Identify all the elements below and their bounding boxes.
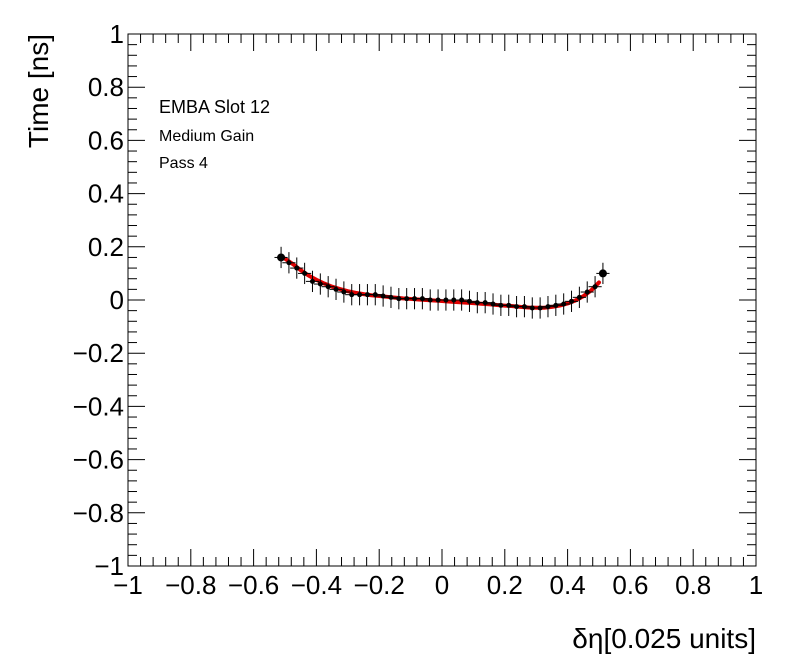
- data-point: [482, 300, 488, 306]
- data-point: [490, 301, 496, 307]
- x-tick-label: −0.4: [291, 570, 342, 600]
- annotation-pass: Pass 4: [159, 155, 208, 172]
- data-point: [466, 298, 472, 304]
- data-point: [576, 294, 582, 300]
- data-point: [286, 260, 292, 266]
- x-tick-label: 0.8: [675, 570, 711, 600]
- x-tick-label: 1: [749, 570, 763, 600]
- data-point: [302, 270, 308, 276]
- data-point: [569, 298, 575, 304]
- x-tick-label: −1: [113, 570, 143, 600]
- x-tick-label: −0.8: [165, 570, 216, 600]
- x-tick-label: −0.2: [354, 570, 405, 600]
- data-point: [364, 292, 370, 298]
- data-point: [598, 269, 607, 278]
- data-point: [419, 296, 425, 302]
- data-point: [427, 297, 433, 303]
- data-point: [404, 296, 410, 302]
- data-point: [333, 286, 339, 292]
- data-point: [553, 302, 559, 308]
- data-point: [325, 284, 331, 290]
- data-point: [561, 301, 567, 307]
- y-tick-label: 0.4: [88, 179, 124, 209]
- x-tick-label: 0.4: [550, 570, 586, 600]
- y-tick-label: 1: [110, 19, 124, 49]
- x-tick-labels: −1 −0.8 −0.6 −0.4 −0.2 0 0.2 0.4 0.6 0.8 1: [113, 570, 763, 600]
- data-point: [372, 292, 378, 298]
- data-point: [521, 304, 527, 310]
- y-tick-label: −0.2: [73, 338, 124, 368]
- data-point: [474, 300, 480, 306]
- data-point: [592, 284, 598, 290]
- data-point: [341, 289, 347, 295]
- data-point: [396, 296, 402, 302]
- y-tick-label: 0: [110, 285, 124, 315]
- x-axis-title: δη[0.025 units]: [572, 623, 756, 654]
- data-point: [294, 265, 300, 271]
- data-point: [309, 278, 315, 284]
- data-point: [349, 292, 355, 298]
- data-point: [459, 297, 465, 303]
- annotation-slot: EMBA Slot 12: [159, 97, 270, 117]
- data-point: [277, 253, 286, 262]
- x-tick-label: 0.2: [487, 570, 523, 600]
- y-tick-label: −1: [94, 551, 124, 581]
- x-tick-label: 0: [435, 570, 449, 600]
- x-tick-label: −0.6: [228, 570, 279, 600]
- y-tick-label: −0.8: [73, 498, 124, 528]
- y-tick-label: 0.2: [88, 232, 124, 262]
- data-point: [529, 305, 535, 311]
- data-point: [357, 292, 363, 298]
- y-axis-title: Time [ns]: [23, 34, 54, 148]
- annotation-gain: Medium Gain: [159, 128, 254, 145]
- data-point: [388, 294, 394, 300]
- data-point: [498, 302, 504, 308]
- data-point: [451, 297, 457, 303]
- y-tick-labels: 1 0.8 0.6 0.4 0.2 0 −0.2 −0.4 −0.6 −0.8 −1: [73, 19, 124, 581]
- data-point: [435, 297, 441, 303]
- marker-layer: [277, 253, 607, 311]
- data-point: [537, 305, 543, 311]
- data-point: [380, 293, 386, 299]
- data-point: [584, 289, 590, 295]
- y-tick-label: −0.6: [73, 445, 124, 475]
- axis-ticks: [127, 33, 757, 567]
- data-point: [317, 281, 323, 287]
- data-point: [443, 297, 449, 303]
- data-point: [412, 296, 418, 302]
- data-point: [514, 304, 520, 310]
- y-tick-label: 0.8: [88, 72, 124, 102]
- x-tick-label: 0.6: [612, 570, 648, 600]
- y-tick-label: 0.6: [88, 125, 124, 155]
- y-tick-label: −0.4: [73, 391, 124, 421]
- data-point: [545, 304, 551, 310]
- data-point: [506, 302, 512, 308]
